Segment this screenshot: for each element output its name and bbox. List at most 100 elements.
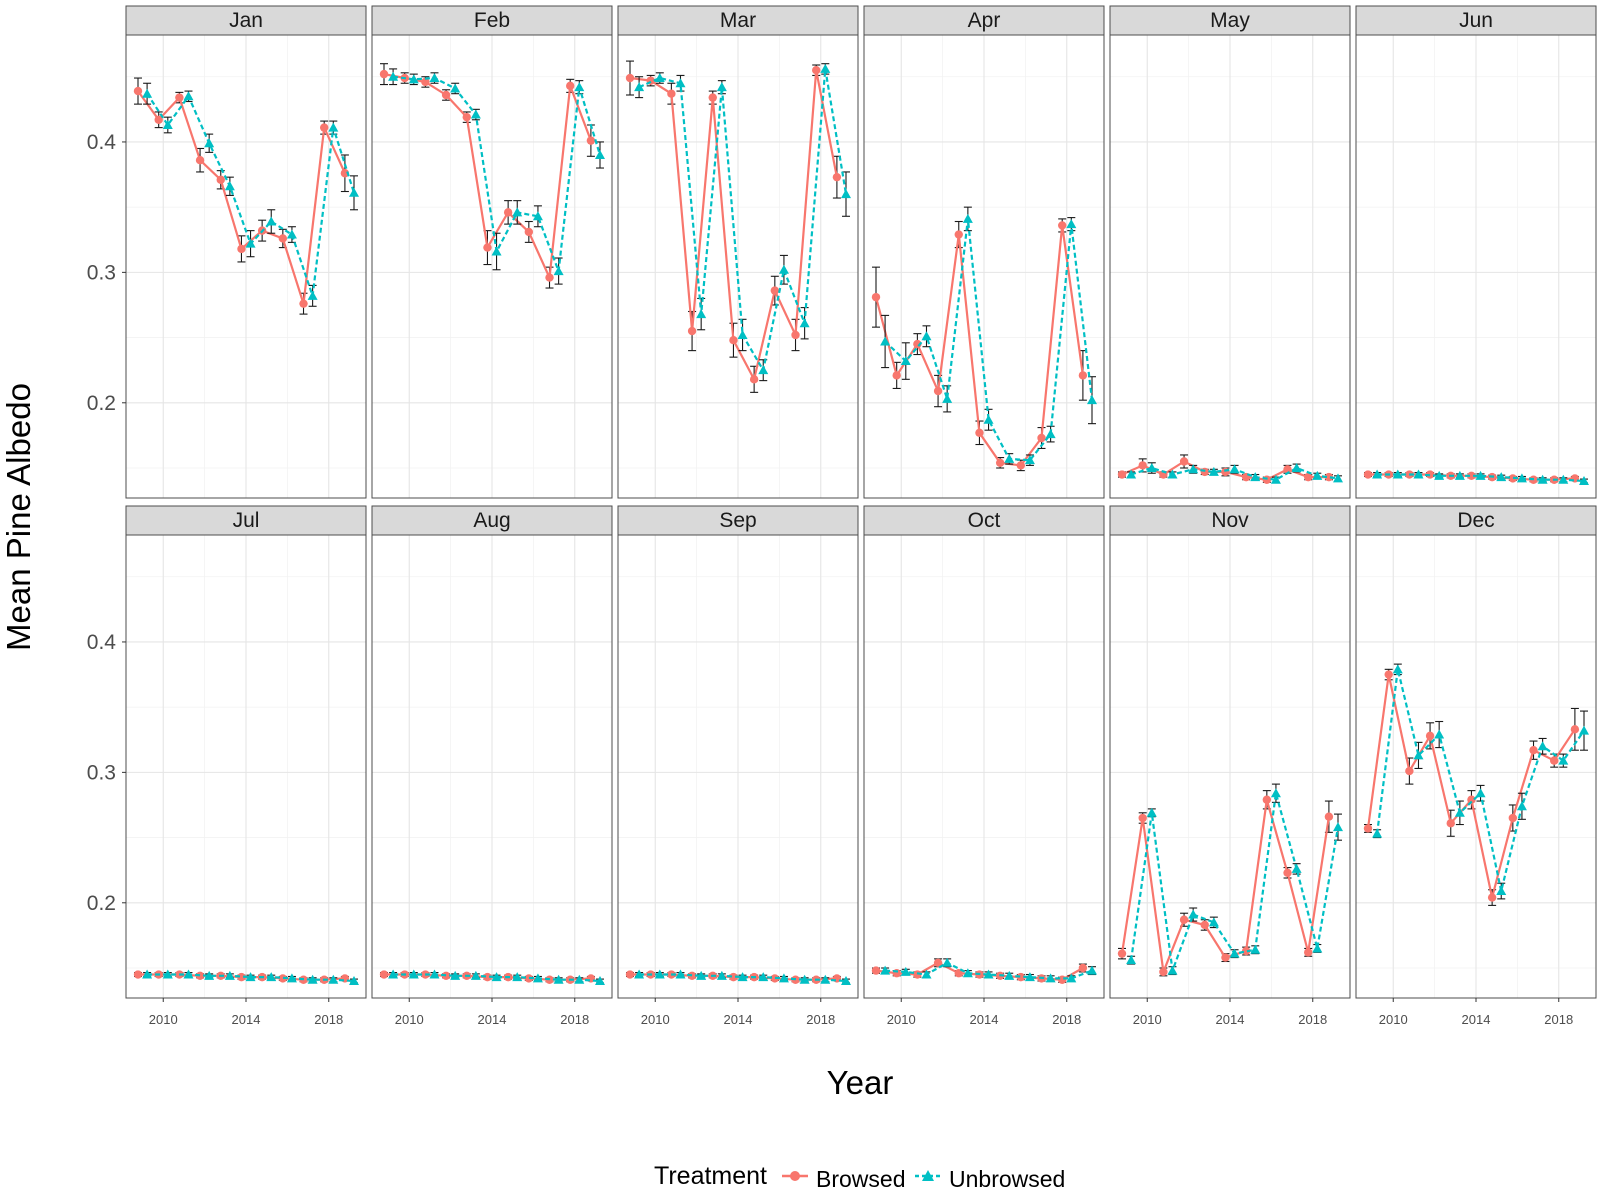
data-point-unbrowsed xyxy=(491,246,502,256)
data-point-unbrowsed xyxy=(1537,741,1548,751)
data-point-browsed xyxy=(1487,893,1497,902)
data-point-unbrowsed xyxy=(778,973,789,983)
data-point-unbrowsed xyxy=(675,78,686,88)
data-point-unbrowsed xyxy=(1126,955,1137,965)
data-point-unbrowsed xyxy=(1434,470,1445,480)
data-point-unbrowsed xyxy=(900,966,911,976)
data-point-browsed xyxy=(1138,813,1147,823)
data-point-unbrowsed xyxy=(900,356,911,366)
data-point-browsed xyxy=(1262,475,1272,484)
data-point-browsed xyxy=(566,81,575,91)
data-point-unbrowsed xyxy=(142,88,153,98)
data-point-browsed xyxy=(1016,972,1026,982)
data-point-unbrowsed xyxy=(1516,801,1527,811)
data-point-unbrowsed xyxy=(1537,474,1548,484)
data-point-browsed xyxy=(278,974,288,983)
y-tick-label: 0.3 xyxy=(87,261,116,284)
x-tick-label: 2018 xyxy=(1544,1012,1573,1027)
data-point-unbrowsed xyxy=(245,972,256,982)
strip-label-aug: Aug xyxy=(473,509,510,532)
data-point-unbrowsed xyxy=(1434,729,1445,739)
legend-label-unbrowsed: Unbrowsed xyxy=(949,1166,1065,1192)
strip-label-jul: Jul xyxy=(233,509,260,532)
data-point-browsed xyxy=(237,244,246,254)
strip-label-dec: Dec xyxy=(1457,509,1494,532)
data-point-unbrowsed xyxy=(1188,909,1199,919)
data-point-unbrowsed xyxy=(553,974,564,984)
data-point-unbrowsed xyxy=(921,969,932,979)
data-point-browsed xyxy=(299,299,308,308)
data-point-browsed xyxy=(871,292,881,302)
data-point-unbrowsed xyxy=(224,181,235,191)
data-point-unbrowsed xyxy=(266,972,277,982)
legend: Treatment Browsed Unbrowsed xyxy=(654,1162,1065,1192)
data-point-unbrowsed xyxy=(1496,886,1507,896)
data-point-browsed xyxy=(667,89,676,98)
data-point-unbrowsed xyxy=(1045,973,1056,983)
data-point-browsed xyxy=(586,136,596,145)
y-tick-label: 0.4 xyxy=(87,131,117,154)
data-point-unbrowsed xyxy=(1270,474,1281,484)
legend-key-browsed xyxy=(782,1171,808,1181)
data-point-unbrowsed xyxy=(1250,472,1261,482)
data-point-unbrowsed xyxy=(1454,470,1465,480)
data-point-unbrowsed xyxy=(634,969,645,979)
panel-oct: Oct 2010 2014 2018 xyxy=(863,505,1105,1027)
panel-aug: Aug 2010 2014 2018 xyxy=(371,505,613,1027)
data-point-unbrowsed xyxy=(183,91,194,101)
data-point-unbrowsed xyxy=(696,309,707,319)
panel-may: May xyxy=(1109,5,1351,499)
data-point-unbrowsed xyxy=(942,393,953,403)
data-point-unbrowsed xyxy=(1392,664,1403,674)
strip-apr xyxy=(863,5,1105,36)
data-point-browsed xyxy=(1016,461,1026,470)
data-point-browsed xyxy=(1159,967,1168,977)
panel-sep: Sep 2010 2014 2018 xyxy=(617,505,859,1027)
data-point-browsed xyxy=(441,90,451,100)
data-point-unbrowsed xyxy=(1291,863,1302,873)
strip-dec xyxy=(1355,505,1597,536)
data-point-unbrowsed xyxy=(841,976,851,986)
legend-title: Treatment xyxy=(654,1162,767,1190)
data-point-unbrowsed xyxy=(1454,807,1465,817)
strip-sep xyxy=(617,505,859,536)
data-point-browsed xyxy=(1446,819,1455,828)
strip-label-apr: Apr xyxy=(968,9,1001,32)
panel-border xyxy=(371,34,613,499)
panel-border xyxy=(1109,34,1351,499)
data-point-browsed xyxy=(954,969,963,978)
data-point-browsed xyxy=(687,326,697,336)
series-line-unbrowsed xyxy=(147,973,355,983)
series-line-unbrowsed xyxy=(393,973,601,983)
data-point-unbrowsed xyxy=(204,138,215,148)
strip-aug xyxy=(371,505,613,536)
panel-jan: Jan 0.2 0.3 0.4 xyxy=(87,5,367,499)
strip-label-jun: Jun xyxy=(1459,9,1493,32)
data-point-browsed xyxy=(1425,731,1435,741)
data-point-unbrowsed xyxy=(388,969,399,979)
y-tick-label: 0.3 xyxy=(87,761,116,784)
data-point-unbrowsed xyxy=(1250,944,1261,954)
data-point-browsed xyxy=(913,970,922,979)
data-point-browsed xyxy=(483,243,492,252)
data-point-browsed xyxy=(933,386,943,396)
data-point-unbrowsed xyxy=(224,970,235,980)
data-point-browsed xyxy=(1384,670,1393,679)
data-point-unbrowsed xyxy=(1146,463,1157,473)
data-point-unbrowsed xyxy=(654,73,665,83)
panel-border xyxy=(617,34,859,499)
data-point-browsed xyxy=(1138,461,1147,470)
data-point-unbrowsed xyxy=(1024,455,1035,465)
data-point-unbrowsed xyxy=(778,264,789,274)
data-point-unbrowsed xyxy=(1066,973,1077,983)
data-point-unbrowsed xyxy=(1229,948,1240,958)
data-point-browsed xyxy=(1200,920,1209,930)
data-point-browsed xyxy=(1241,946,1251,956)
data-point-unbrowsed xyxy=(1066,219,1077,229)
data-point-unbrowsed xyxy=(532,973,543,983)
data-point-unbrowsed xyxy=(595,976,605,986)
strip-feb xyxy=(371,5,613,36)
data-point-browsed xyxy=(133,970,143,979)
data-point-unbrowsed xyxy=(841,189,851,199)
panel-mar: Mar xyxy=(617,5,859,499)
